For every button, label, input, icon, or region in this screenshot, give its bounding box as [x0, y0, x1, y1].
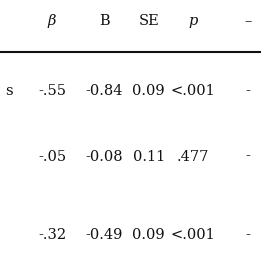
Text: -.05: -.05: [38, 150, 66, 164]
Text: -.55: -.55: [38, 84, 66, 98]
Text: -.32: -.32: [38, 228, 66, 242]
Text: <.001: <.001: [171, 84, 216, 98]
Text: SE: SE: [138, 14, 159, 28]
Text: -: -: [246, 150, 250, 164]
Text: β: β: [48, 14, 56, 28]
Text: p: p: [188, 14, 198, 28]
Text: -0.84: -0.84: [86, 84, 123, 98]
Text: 0.09: 0.09: [132, 228, 165, 242]
Text: -: -: [246, 84, 250, 98]
Text: s: s: [5, 84, 13, 98]
Text: .477: .477: [177, 150, 209, 164]
Text: -0.49: -0.49: [86, 228, 123, 242]
Text: B: B: [99, 14, 110, 28]
Text: -0.08: -0.08: [86, 150, 123, 164]
Text: –: –: [244, 14, 252, 28]
Text: 0.09: 0.09: [132, 84, 165, 98]
Text: 0.11: 0.11: [133, 150, 165, 164]
Text: -: -: [246, 228, 250, 242]
Text: <.001: <.001: [171, 228, 216, 242]
